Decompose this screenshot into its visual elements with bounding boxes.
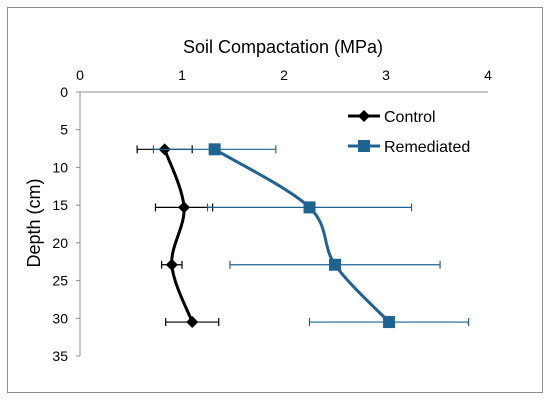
y-tick-label: 35: [52, 348, 68, 364]
chart-title: Soil Compactation (MPa): [183, 37, 383, 57]
x-tick-label: 3: [382, 67, 390, 83]
chart-frame: [7, 7, 543, 393]
x-tick-label: 0: [76, 67, 84, 83]
series-line-remediated: [213, 148, 391, 324]
legend-marker-control: [358, 110, 370, 122]
y-tick-label: 30: [52, 310, 68, 326]
y-tick-label: 20: [52, 235, 68, 251]
y-tick-label: 0: [60, 84, 68, 100]
point-control: [186, 316, 199, 329]
y-axis-label: Depth (cm): [24, 178, 44, 267]
x-tick-label: 4: [484, 67, 492, 83]
point-remediated: [208, 143, 221, 156]
y-tick-label: 5: [60, 122, 68, 138]
y-tick-label: 25: [52, 273, 68, 289]
point-remediated: [303, 201, 316, 214]
series-remediated: [152, 143, 470, 329]
series-line-control: [163, 148, 194, 323]
y-tick-label: 15: [52, 197, 68, 213]
point-control: [178, 201, 191, 214]
x-tick-label: 2: [280, 67, 288, 83]
x-tick-label: 1: [178, 67, 186, 83]
y-tick-label: 10: [52, 159, 68, 175]
plot-area: 0 1 2 3 4 0 5 10 15 20 25 30 35: [52, 67, 492, 364]
legend-marker-remediated: [358, 140, 370, 152]
point-remediated: [383, 316, 396, 329]
point-control: [165, 258, 178, 271]
legend-label-control: Control: [384, 109, 436, 126]
legend: Control Remediated: [348, 109, 470, 156]
point-remediated: [329, 258, 341, 271]
legend-label-remediated: Remediated: [384, 139, 470, 156]
series-control: [136, 143, 220, 329]
